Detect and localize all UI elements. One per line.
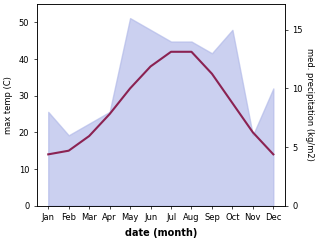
X-axis label: date (month): date (month) [125, 228, 197, 238]
Y-axis label: med. precipitation (kg/m2): med. precipitation (kg/m2) [305, 48, 314, 161]
Y-axis label: max temp (C): max temp (C) [4, 76, 13, 134]
